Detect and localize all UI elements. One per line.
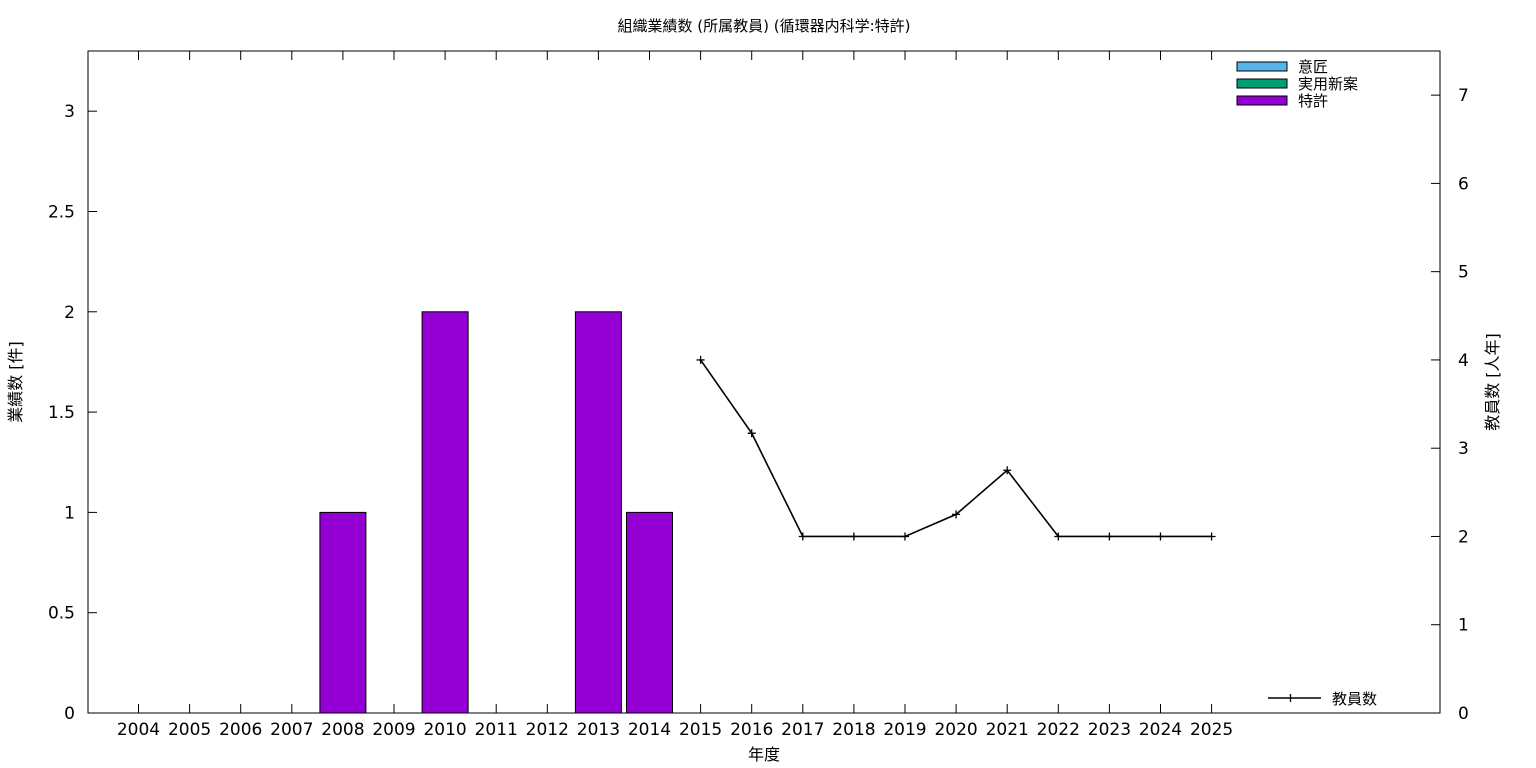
x-tick-label: 2021 <box>986 720 1029 740</box>
line-point <box>1003 466 1012 475</box>
y2-tick-label: 6 <box>1458 174 1469 194</box>
bar <box>626 511 673 714</box>
y-axis-title: 業績数 [件] <box>6 341 25 423</box>
y-tick-label: 0.5 <box>48 604 75 624</box>
bar <box>319 511 367 714</box>
legend-swatch <box>1236 78 1288 89</box>
x-tick-label: 2025 <box>1190 720 1233 740</box>
x-tick-label: 2010 <box>423 720 466 740</box>
legend-label: 意匠 <box>1298 58 1328 76</box>
x-tick-label: 2013 <box>577 720 620 740</box>
plot-frame <box>87 50 1441 714</box>
x-tick-label: 2019 <box>883 720 926 740</box>
y-tick-label: 1 <box>64 503 75 523</box>
y-tick-label: 2.5 <box>48 202 75 222</box>
y2-tick-label: 5 <box>1458 263 1469 283</box>
x-tick-label: 2006 <box>219 720 262 740</box>
legend-label: 教員数 <box>1332 690 1377 708</box>
line-series <box>699 359 1212 538</box>
x-tick-label: 2017 <box>781 720 824 740</box>
legend-label: 特許 <box>1298 92 1328 110</box>
x-tick-label: 2023 <box>1088 720 1131 740</box>
line-point <box>952 510 961 519</box>
y2-axis-title: 教員数 [人年] <box>1483 333 1502 431</box>
line-point <box>747 429 756 438</box>
line-point <box>1105 532 1114 541</box>
x-axis-title: 年度 <box>748 745 780 764</box>
line-point <box>696 355 705 364</box>
legend-swatch <box>1236 61 1288 72</box>
x-tick-label: 2015 <box>679 720 722 740</box>
chart-title: 組織業績数 (所属教員) (循環器内科学:特許) <box>618 17 911 35</box>
y2-tick-label: 0 <box>1458 704 1469 724</box>
y-tick-label: 1.5 <box>48 403 75 423</box>
x-tick-label: 2007 <box>270 720 313 740</box>
x-tick-label: 2018 <box>832 720 875 740</box>
x-tick-label: 2022 <box>1037 720 1080 740</box>
x-tick-label: 2008 <box>321 720 364 740</box>
y2-tick-label: 7 <box>1458 86 1469 106</box>
x-tick-label: 2016 <box>730 720 773 740</box>
x-tick-label: 2024 <box>1139 720 1182 740</box>
y2-tick-label: 2 <box>1458 527 1469 547</box>
legend-label: 実用新案 <box>1298 75 1358 93</box>
line-point <box>1054 532 1063 541</box>
x-tick-label: 2020 <box>934 720 977 740</box>
bar <box>421 311 469 714</box>
x-tick-label: 2011 <box>475 720 518 740</box>
x-tick-label: 2012 <box>526 720 569 740</box>
bar <box>574 311 622 714</box>
line-point <box>1207 532 1216 541</box>
y2-tick-label: 4 <box>1458 351 1469 371</box>
line-point <box>901 532 909 541</box>
y-tick-label: 0 <box>64 704 75 724</box>
y2-tick-label: 1 <box>1458 616 1469 636</box>
line-point <box>849 532 858 541</box>
x-tick-label: 2014 <box>628 720 671 740</box>
line-point <box>1156 532 1165 541</box>
x-tick-label: 2004 <box>117 720 160 740</box>
x-tick-label: 2005 <box>168 720 211 740</box>
y-tick-label: 3 <box>64 102 75 122</box>
x-tick-label: 2009 <box>372 720 415 740</box>
y-tick-label: 2 <box>64 303 75 323</box>
line-point <box>798 532 807 541</box>
legend-swatch <box>1236 95 1288 106</box>
y2-tick-label: 3 <box>1458 439 1469 459</box>
